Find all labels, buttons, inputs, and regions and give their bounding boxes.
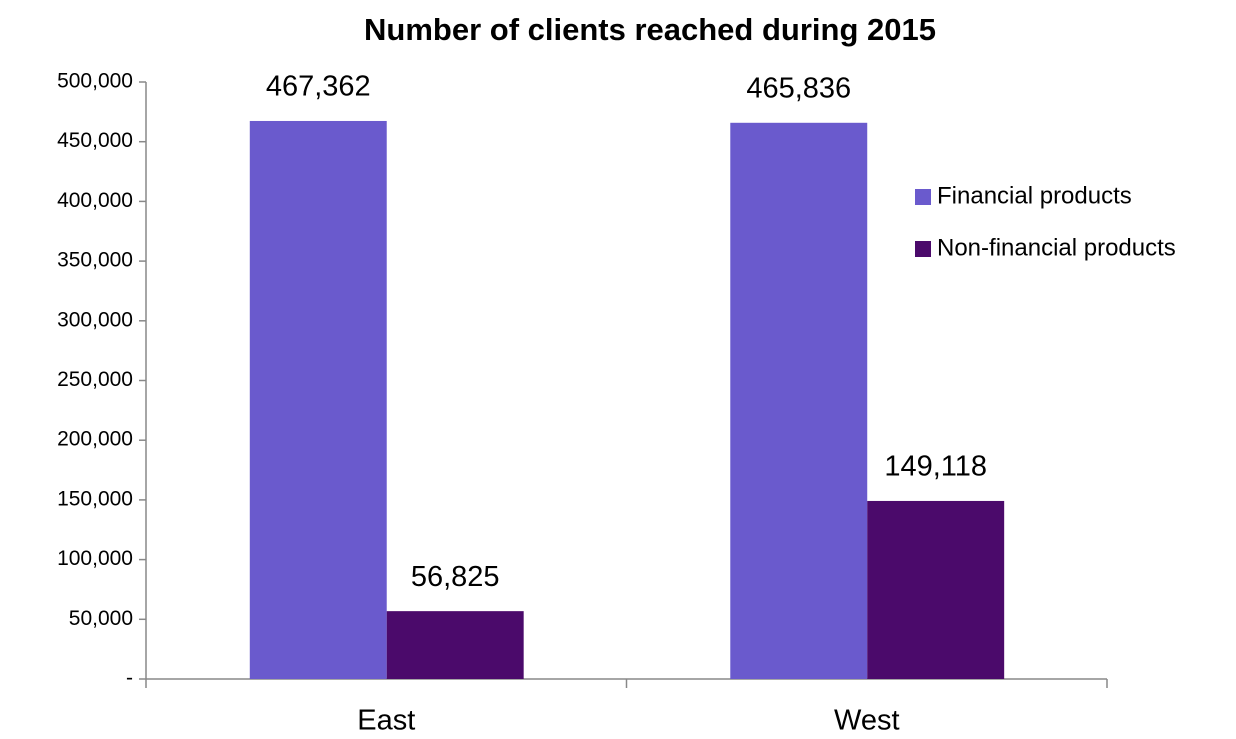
- legend-swatch: [915, 189, 931, 205]
- x-tick-label: East: [357, 705, 415, 737]
- y-tick-label: -: [126, 667, 133, 690]
- bar: [386, 611, 524, 679]
- data-label: 149,118: [884, 451, 987, 483]
- y-tick-label: 250,000: [57, 368, 133, 391]
- y-tick-label: 50,000: [69, 607, 133, 630]
- legend-swatch: [915, 241, 931, 257]
- bar: [249, 120, 387, 679]
- y-tick-label: 500,000: [57, 70, 133, 93]
- data-label: 56,825: [411, 561, 500, 593]
- y-tick-label: 450,000: [57, 129, 133, 152]
- chart-title: Number of clients reached during 2015: [364, 12, 936, 47]
- y-tick-label: 400,000: [57, 189, 133, 212]
- legend-label: Financial products: [937, 182, 1132, 209]
- bar: [730, 122, 868, 680]
- y-tick-label: 150,000: [57, 487, 133, 510]
- y-tick-label: 300,000: [57, 308, 133, 331]
- y-tick-label: 350,000: [57, 249, 133, 272]
- x-tick-label: West: [834, 705, 900, 737]
- y-tick-label: 100,000: [57, 547, 133, 570]
- y-tick-label: 200,000: [57, 428, 133, 451]
- legend-label: Non-financial products: [937, 234, 1176, 261]
- data-label: 465,836: [746, 72, 851, 104]
- bar: [867, 500, 1005, 679]
- data-label: 467,362: [266, 71, 371, 103]
